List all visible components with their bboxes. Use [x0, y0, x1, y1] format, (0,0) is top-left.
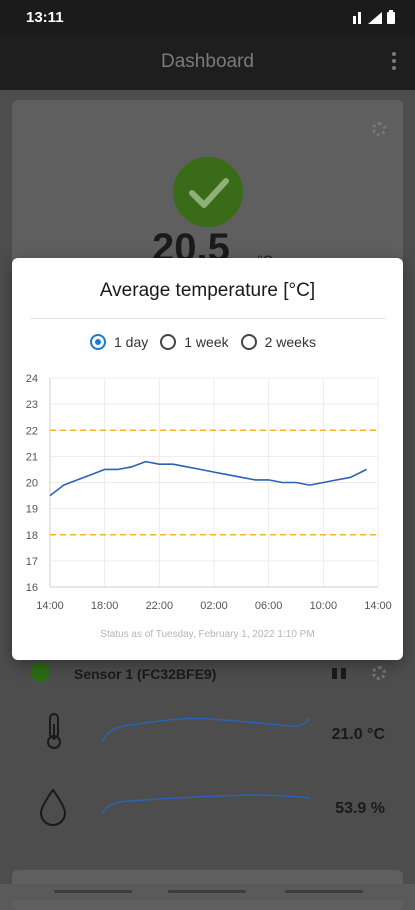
sensor-name: Sensor 1 (FC32BFE9): [74, 666, 217, 682]
signal-icon: [368, 12, 382, 24]
battery-icon: [332, 668, 346, 679]
network-icon: [353, 12, 361, 24]
y-tick-label: 19: [26, 504, 38, 516]
gear-icon[interactable]: [372, 122, 386, 136]
temperature-sparkline: [101, 717, 311, 743]
more-vert-icon[interactable]: [391, 52, 397, 72]
series-line: [49, 460, 367, 497]
y-tick-label: 20: [26, 478, 38, 490]
x-tick-label: 14:00: [364, 600, 392, 612]
average-temperature-dialog: Average temperature [°C] 1 day 1 week 2 …: [12, 258, 403, 660]
y-tick-label: 23: [26, 399, 38, 411]
dialog-title: Average temperature [°C]: [99, 280, 316, 301]
radio-label: 1 day: [114, 334, 149, 350]
sensor-status-icon: [30, 662, 50, 682]
radio-icon[interactable]: [90, 334, 106, 350]
radio-label: 1 week: [184, 334, 229, 350]
status-bar: 13:11: [0, 0, 415, 34]
nav-home-button[interactable]: [168, 890, 246, 893]
status-icons: [353, 10, 395, 24]
battery-icon: [387, 10, 395, 24]
x-tick-label: 10:00: [310, 600, 338, 612]
x-tick-label: 02:00: [200, 600, 228, 612]
radio-1-day[interactable]: 1 day: [90, 334, 148, 350]
y-tick-label: 22: [26, 425, 38, 437]
radio-2-weeks[interactable]: 2 weeks: [240, 334, 316, 350]
y-tick-label: 21: [26, 451, 38, 463]
x-tick-label: 22:00: [146, 600, 174, 612]
thermometer-icon: [47, 713, 61, 749]
humidity-sparkline: [101, 794, 311, 815]
status-time: 13:11: [26, 9, 64, 26]
x-tick-label: 18:00: [91, 600, 119, 612]
radio-1-week[interactable]: 1 week: [160, 334, 229, 350]
droplet-icon: [39, 788, 67, 826]
radio-icon[interactable]: [160, 334, 177, 350]
y-tick-label: 24: [26, 373, 38, 385]
period-radio-group: 1 day 1 week 2 weeks: [90, 334, 328, 350]
status-check-icon: [173, 157, 243, 227]
radio-icon[interactable]: [240, 334, 257, 350]
x-tick-label: 14:00: [36, 600, 64, 612]
nav-recent-button[interactable]: [54, 890, 132, 893]
sensor-gear-icon[interactable]: [372, 666, 386, 680]
y-tick-label: 16: [26, 582, 38, 594]
status-timestamp: Status as of Tuesday, February 1, 2022 1…: [100, 629, 315, 640]
temperature-chart: 16 17 18 19 20 21 22 23 24 14:00 18:00 22:00 02:00 06…: [26, 373, 392, 612]
y-tick-label: 18: [26, 530, 38, 542]
x-tick-label: 06:00: [255, 600, 283, 612]
y-tick-label: 17: [26, 556, 38, 568]
humidity-reading: 53.9 %: [335, 800, 385, 817]
nav-back-button[interactable]: [285, 890, 363, 893]
app-title: Dashboard: [161, 51, 254, 72]
radio-label: 2 weeks: [264, 334, 316, 350]
dialog-divider: [30, 318, 385, 319]
temperature-reading: 21.0 °C: [331, 726, 385, 743]
app-bar: Dashboard: [0, 34, 415, 90]
navigation-bar: [0, 884, 415, 900]
